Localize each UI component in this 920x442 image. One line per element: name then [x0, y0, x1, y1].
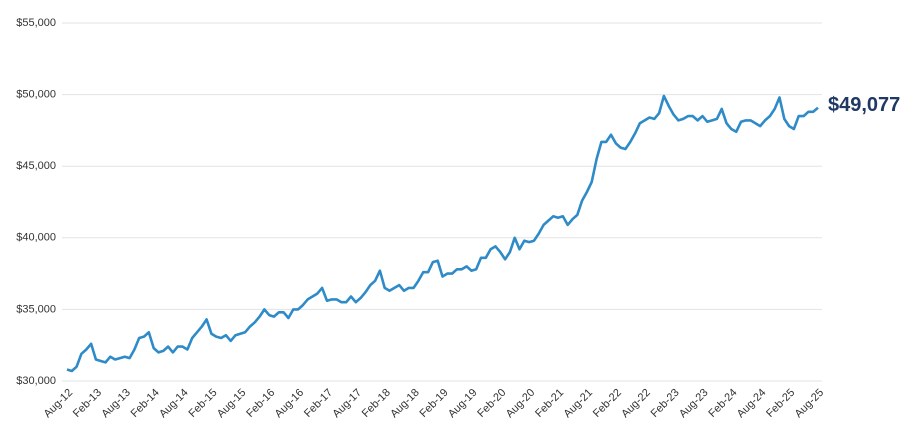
x-tick-label: Aug-25: [793, 387, 827, 421]
x-tick-label: Feb-23: [649, 387, 682, 420]
x-tick-label: Aug-14: [157, 387, 191, 421]
data-label: $49,077: [828, 94, 900, 116]
x-tick-label: Feb-25: [764, 387, 797, 420]
x-tick-label: Feb-20: [475, 387, 508, 420]
y-tick-label: $55,000: [16, 17, 56, 29]
x-tick-label: Feb-18: [360, 387, 393, 420]
x-tick-label: Aug-16: [273, 387, 307, 421]
x-tick-label: Aug-23: [677, 387, 711, 421]
x-tick-label: Feb-24: [706, 387, 739, 420]
y-tick-label: $45,000: [16, 160, 56, 172]
x-tick-label: Feb-21: [533, 387, 566, 420]
x-tick-label: Feb-15: [186, 387, 219, 420]
x-tick-label: Aug-22: [619, 387, 653, 421]
x-tick-label: Aug-24: [735, 387, 769, 421]
y-tick-label: $50,000: [16, 89, 56, 101]
y-tick-label: $40,000: [16, 232, 56, 244]
x-tick-label: Feb-16: [244, 387, 277, 420]
x-tick-label: Aug-18: [388, 387, 422, 421]
x-tick-label: Aug-12: [42, 387, 76, 421]
x-tick-label: Feb-19: [418, 387, 451, 420]
y-tick-label: $30,000: [16, 375, 56, 387]
x-tick-label: Feb-17: [302, 387, 335, 420]
x-tick-label: Aug-19: [446, 387, 480, 421]
x-tick-label: Feb-13: [71, 387, 104, 420]
x-tick-label: Aug-17: [330, 387, 364, 421]
y-tick-label: $35,000: [16, 303, 56, 315]
x-tick-label: Aug-20: [504, 387, 538, 421]
line: [66, 94, 819, 373]
x-tick-label: Aug-21: [562, 387, 596, 421]
x-tick-label: Feb-14: [129, 387, 162, 420]
x-tick-label: Aug-15: [215, 387, 249, 421]
x-tick-label: Aug-13: [99, 387, 133, 421]
x-tick-label: Feb-22: [591, 387, 624, 420]
